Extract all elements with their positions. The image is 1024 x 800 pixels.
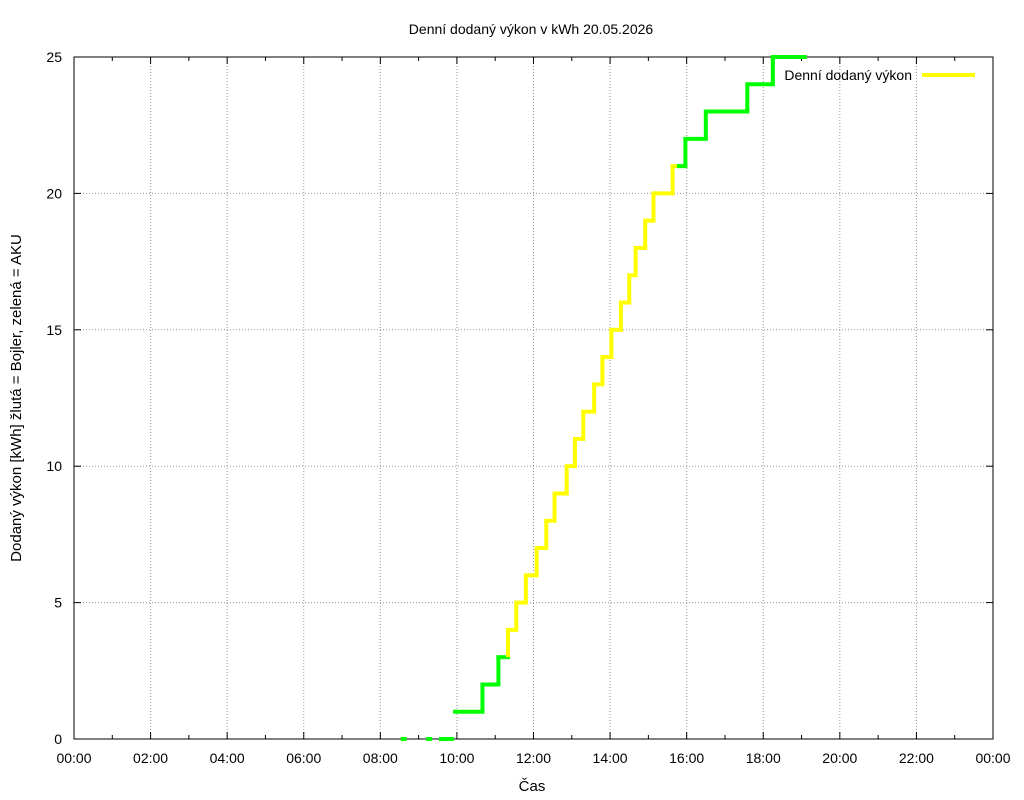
x-tick-label: 10:00: [439, 750, 474, 766]
y-tick-label: 15: [46, 322, 62, 338]
y-tick-label: 5: [54, 595, 62, 611]
x-tick-label: 00:00: [975, 750, 1010, 766]
y-tick-label: 20: [46, 185, 62, 201]
y-axis-label: Dodaný výkon [kWh] žlutá = Bojler, zelen…: [8, 234, 25, 562]
x-tick-label: 18:00: [746, 750, 781, 766]
x-tick-label: 22:00: [899, 750, 934, 766]
x-tick-label: 00:00: [56, 750, 91, 766]
y-tick-label: 0: [54, 731, 62, 747]
x-tick-label: 04:00: [210, 750, 245, 766]
x-tick-label: 08:00: [363, 750, 398, 766]
x-tick-label: 12:00: [516, 750, 551, 766]
grid: [74, 57, 993, 739]
x-tick-label: 02:00: [133, 750, 168, 766]
x-tick-label: 14:00: [593, 750, 628, 766]
chart-title: Denní dodaný výkon v kWh 20.05.2026: [409, 21, 654, 37]
y-tick-label: 25: [46, 49, 62, 65]
x-tick-label: 06:00: [286, 750, 321, 766]
x-axis-label: Čas: [519, 778, 546, 795]
x-axis: 00:00 02:00 04:00 06:00 08:00 10:00 12:00 14:00…: [56, 57, 1011, 766]
legend-label: Denní dodaný výkon: [784, 67, 912, 83]
series: [400, 55, 807, 741]
x-tick-label: 16:00: [669, 750, 704, 766]
x-tick-label: 20:00: [822, 750, 857, 766]
plot-frame: [73, 56, 994, 740]
y-tick-label: 10: [46, 458, 62, 474]
legend: Denní dodaný výkon: [784, 67, 975, 83]
y-axis: 0 5 10 15 20 25: [46, 49, 993, 747]
